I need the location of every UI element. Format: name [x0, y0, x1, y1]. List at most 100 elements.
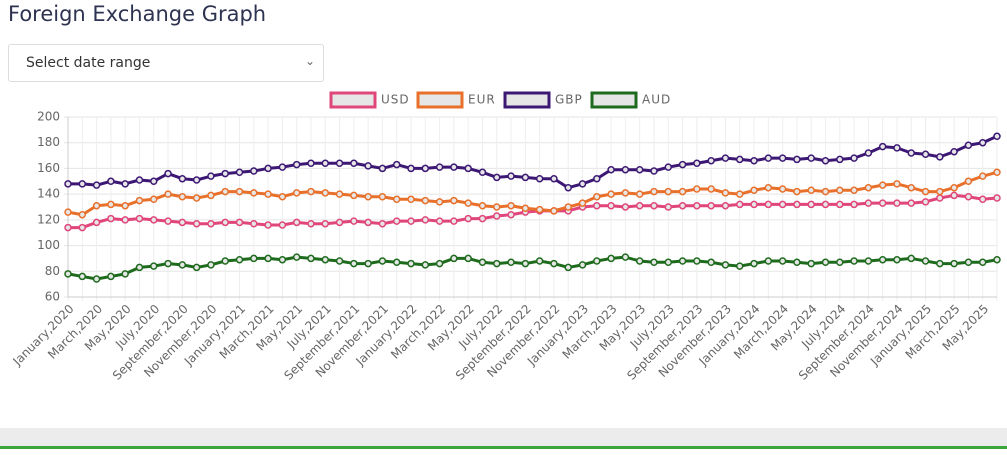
data-point [893, 255, 901, 264]
y-tick-label: 200 [37, 110, 60, 124]
data-point [493, 259, 501, 268]
data-point [836, 200, 844, 209]
data-point [421, 164, 430, 173]
data-point [92, 181, 101, 189]
data-point [321, 189, 330, 197]
data-point [493, 203, 501, 211]
footer-bar [0, 428, 1007, 449]
data-point [64, 180, 72, 188]
data-point [421, 261, 430, 269]
data-point [207, 191, 215, 200]
legend-item[interactable]: AUD [590, 91, 671, 109]
legend-item[interactable]: USD [329, 91, 410, 109]
data-point [107, 272, 115, 281]
data-point [764, 200, 773, 209]
legend-item[interactable]: GBP [503, 91, 583, 109]
data-point [936, 194, 944, 202]
data-point [507, 210, 515, 219]
legend-item[interactable]: EUR [416, 91, 496, 109]
chart: 6080100120140160180200January,2020March,… [10, 91, 1001, 383]
data-point [864, 149, 873, 157]
data-point [278, 163, 287, 171]
data-point [807, 259, 815, 268]
data-point [578, 180, 587, 188]
data-point [335, 257, 344, 265]
data-point [207, 219, 215, 228]
data-point [593, 201, 601, 210]
data-point [836, 155, 844, 164]
data-point [807, 200, 815, 209]
data-point [392, 195, 401, 204]
data-point [793, 155, 801, 164]
data-point [235, 218, 244, 227]
legend-label: GBP [555, 93, 583, 107]
data-point [164, 190, 172, 198]
data-point [435, 163, 444, 171]
y-tick-label: 80 [45, 264, 60, 278]
date-range-select[interactable]: Select date range ⌄ [8, 44, 324, 82]
data-point [192, 263, 201, 272]
data-point [507, 201, 515, 210]
data-point [550, 174, 558, 183]
data-point [64, 223, 72, 232]
data-point [778, 154, 787, 162]
data-point [278, 192, 287, 201]
data-point [578, 199, 587, 207]
data-point [778, 257, 787, 265]
data-point [307, 219, 315, 228]
data-point [707, 185, 715, 193]
data-point [107, 200, 115, 209]
legend-label: USD [381, 93, 410, 107]
data-point [978, 258, 987, 267]
data-point [607, 254, 615, 263]
data-point [378, 164, 387, 173]
data-point [993, 255, 1001, 264]
data-point [78, 210, 87, 219]
data-point [78, 272, 87, 281]
data-point [750, 200, 758, 209]
data-point [335, 190, 344, 198]
data-point [535, 174, 544, 183]
data-point [521, 259, 530, 268]
data-point [850, 186, 858, 195]
data-point [178, 261, 187, 269]
data-point [721, 154, 730, 162]
data-point [621, 165, 630, 174]
data-point [735, 200, 744, 209]
data-point [278, 255, 287, 264]
data-point [635, 165, 644, 174]
data-point [564, 183, 572, 192]
data-point [350, 217, 358, 225]
data-point [335, 159, 344, 168]
data-point [307, 159, 315, 168]
data-point [464, 199, 472, 207]
series-line [68, 134, 998, 190]
data-point [921, 198, 930, 206]
data-point [664, 163, 673, 171]
data-point [321, 255, 330, 264]
y-tick-label: 120 [37, 212, 60, 226]
data-point [707, 201, 715, 210]
data-point [964, 177, 973, 186]
y-tick-label: 100 [37, 238, 60, 252]
data-point [507, 258, 515, 267]
data-point [850, 154, 858, 162]
data-point [135, 196, 144, 205]
data-point [593, 174, 601, 183]
data-point [721, 201, 730, 210]
data-point [450, 217, 458, 225]
data-point [235, 187, 244, 196]
data-point [121, 201, 129, 210]
data-point [292, 160, 301, 169]
data-point [135, 176, 144, 184]
data-point [307, 254, 315, 263]
legend-swatch [329, 91, 377, 109]
data-point [378, 219, 387, 228]
data-point [221, 169, 229, 178]
data-point [507, 172, 515, 180]
data-point [92, 201, 101, 210]
data-point [936, 187, 944, 196]
data-point [435, 259, 444, 268]
data-point [407, 217, 415, 225]
data-point [735, 262, 744, 270]
